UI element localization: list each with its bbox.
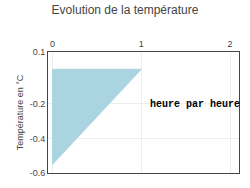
- svg-text:-0.6: -0.6: [30, 168, 46, 178]
- svg-text:1: 1: [139, 39, 144, 49]
- svg-text:0: 0: [50, 39, 55, 49]
- svg-text:Evolution de la température: Evolution de la température: [52, 3, 199, 17]
- svg-text:0.1: 0.1: [33, 47, 46, 57]
- svg-text:heure par heure: heure par heure: [150, 99, 240, 110]
- svg-text:2: 2: [228, 39, 233, 49]
- svg-text:-0.2: -0.2: [30, 99, 46, 109]
- svg-text:-0.4: -0.4: [30, 134, 46, 144]
- svg-text:Température en °C: Température en °C: [15, 74, 25, 150]
